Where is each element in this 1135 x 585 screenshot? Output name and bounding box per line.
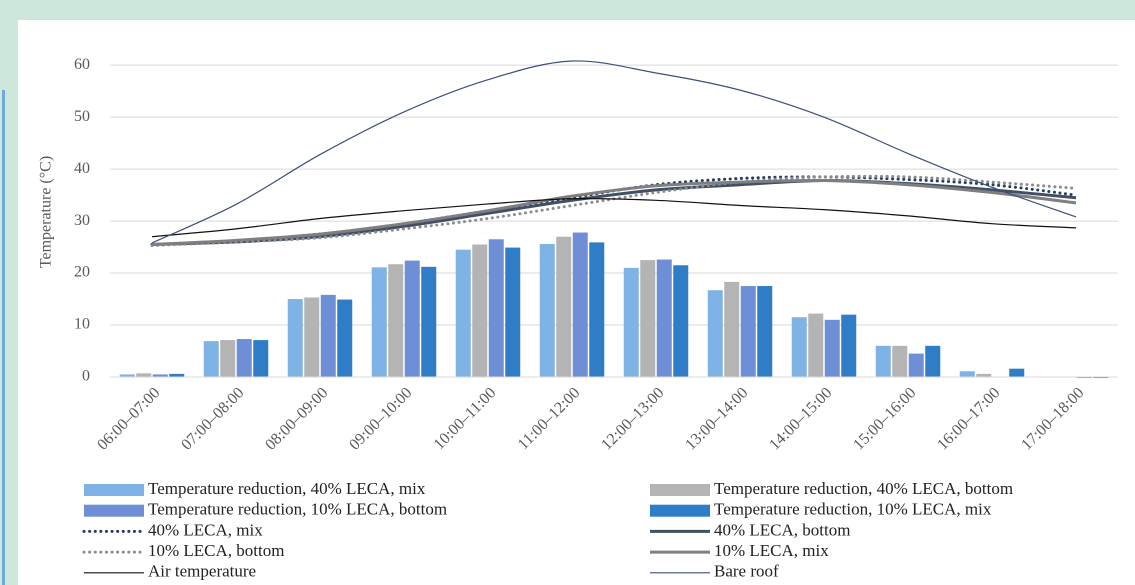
y-axis-title: Temperature (°C) bbox=[38, 156, 55, 268]
x-tick-label: 11:00–12:00 bbox=[515, 384, 584, 453]
bar bbox=[1076, 377, 1092, 379]
bar bbox=[875, 345, 891, 377]
bar bbox=[287, 299, 303, 377]
bar bbox=[1009, 368, 1025, 377]
legend-label: Temperature reduction, 40% LECA, bottom bbox=[714, 479, 1013, 498]
bar bbox=[757, 286, 773, 377]
side-bar bbox=[2, 90, 5, 585]
bar bbox=[220, 340, 236, 377]
bar bbox=[539, 243, 555, 377]
line-series bbox=[151, 197, 1077, 238]
bar bbox=[203, 341, 219, 377]
legend-label: 40% LECA, mix bbox=[148, 520, 263, 539]
x-tick-label: 13:00–14:00 bbox=[682, 384, 751, 453]
bar bbox=[556, 236, 572, 377]
y-tick-label: 40 bbox=[74, 160, 90, 177]
bar bbox=[673, 265, 689, 377]
bar bbox=[320, 294, 336, 377]
line-series bbox=[151, 178, 1077, 246]
x-tick-label: 06:00–07:00 bbox=[94, 384, 163, 453]
x-tick-label: 14:00–15:00 bbox=[766, 384, 835, 453]
x-tick-label: 12:00–13:00 bbox=[598, 384, 667, 453]
bar bbox=[253, 340, 269, 377]
bar bbox=[472, 244, 488, 377]
bar bbox=[824, 319, 840, 377]
bar bbox=[908, 353, 924, 377]
bar bbox=[976, 373, 992, 377]
bar bbox=[505, 247, 521, 377]
legend-label: 40% LECA, bottom bbox=[714, 520, 850, 539]
legend-label: 10% LECA, mix bbox=[714, 541, 829, 560]
legend-swatch bbox=[84, 504, 144, 517]
legend-label: Bare roof bbox=[714, 562, 779, 581]
x-tick-label: 09:00–10:00 bbox=[346, 384, 415, 453]
x-tick-label: 10:00–11:00 bbox=[431, 384, 500, 453]
legend-label: Temperature reduction, 40% LECA, mix bbox=[148, 479, 426, 498]
bar bbox=[656, 259, 672, 377]
bar bbox=[841, 314, 857, 377]
bar bbox=[152, 374, 168, 377]
bar bbox=[421, 266, 437, 377]
x-tick-label: 07:00–08:00 bbox=[178, 384, 247, 453]
x-tick-label: 08:00–09:00 bbox=[262, 384, 331, 453]
y-tick-label: 10 bbox=[74, 316, 90, 333]
bar bbox=[740, 286, 756, 377]
bar bbox=[959, 371, 975, 377]
x-tick-label: 16:00–17:00 bbox=[934, 384, 1003, 453]
legend-swatch bbox=[650, 504, 710, 517]
legend-swatch bbox=[650, 484, 710, 496]
y-tick-label: 20 bbox=[74, 264, 90, 281]
legend-label: Temperature reduction, 10% LECA, bottom bbox=[148, 500, 447, 519]
bar bbox=[724, 281, 740, 377]
line-series bbox=[151, 60, 1077, 244]
bar bbox=[488, 239, 504, 377]
bar bbox=[169, 373, 185, 377]
bar bbox=[236, 339, 252, 377]
bar bbox=[808, 313, 824, 377]
bar bbox=[925, 345, 941, 377]
bar bbox=[304, 297, 320, 377]
bar bbox=[136, 373, 152, 377]
bar bbox=[337, 299, 353, 377]
legend-label: Air temperature bbox=[148, 562, 256, 581]
bar bbox=[640, 260, 656, 377]
y-tick-label: 30 bbox=[74, 212, 90, 229]
bar bbox=[707, 290, 723, 377]
legend-swatch bbox=[84, 484, 144, 496]
bar bbox=[119, 374, 135, 377]
bar bbox=[371, 267, 387, 377]
bar bbox=[388, 264, 404, 377]
bar bbox=[572, 232, 588, 377]
x-tick-label: 15:00–16:00 bbox=[850, 384, 919, 453]
legend-label: 10% LECA, bottom bbox=[148, 541, 284, 560]
bar bbox=[892, 345, 908, 377]
y-tick-label: 60 bbox=[74, 56, 90, 73]
bar bbox=[404, 260, 420, 377]
legend-label: Temperature reduction, 10% LECA, mix bbox=[714, 500, 992, 519]
bar bbox=[589, 242, 605, 377]
bar bbox=[623, 267, 639, 377]
x-tick-label: 17:00–18:00 bbox=[1018, 384, 1087, 453]
bar bbox=[455, 249, 471, 377]
y-tick-label: 0 bbox=[82, 368, 90, 385]
y-tick-label: 50 bbox=[74, 108, 90, 125]
bar bbox=[1093, 377, 1109, 379]
bar bbox=[791, 317, 807, 377]
